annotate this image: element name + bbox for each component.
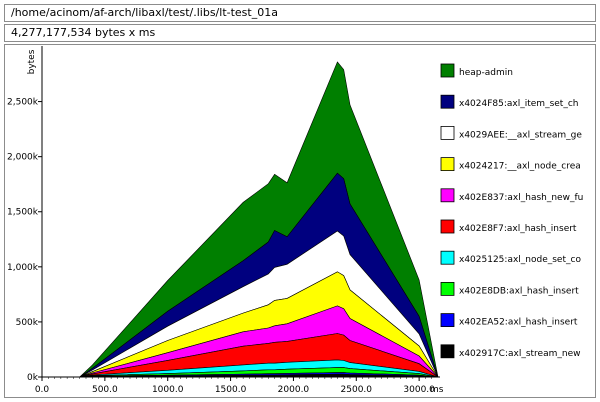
legend-swatch <box>440 219 455 234</box>
legend-label: x402E8F7:axl_hash_insert <box>459 224 577 234</box>
legend-swatch <box>440 250 455 265</box>
x-tick-label: 1500.0 <box>215 385 247 395</box>
legend-item-x4024f85: x4024F85:axl_item_set_ch <box>440 94 578 109</box>
legend-label: x402917C:axl_stream_new <box>459 349 580 359</box>
legend-item-x402e8db: x402E8DB:axl_hash_insert <box>440 281 579 296</box>
y-tick-label: 1,500k <box>7 208 39 218</box>
axes: 0k 500k 1,000k 1,500k 2,000k 2,500k bytes 0.0 50… <box>7 46 444 395</box>
legend-item-x402917c: x402917C:axl_stream_new <box>440 344 580 359</box>
legend-item-x402e8f7: x402E8F7:axl_hash_insert <box>440 219 577 234</box>
x-tick-label: 500.0 <box>92 385 118 395</box>
legend-label: x402E8DB:axl_hash_insert <box>459 286 579 296</box>
y-tick-label: 0k <box>27 373 39 383</box>
series-areas <box>42 61 439 378</box>
legend-label: x4024217:__axl_node_crea <box>459 162 581 172</box>
y-tick-label: 2,500k <box>7 98 39 108</box>
legend-label: x4025125:axl_node_set_co <box>459 255 581 265</box>
x-tick-label: 3000.0 <box>403 385 435 395</box>
legend-label: x4024F85:axl_item_set_ch <box>459 99 578 109</box>
executable-path: /home/acinom/af-arch/libaxl/test/.libs/l… <box>4 4 596 22</box>
total-bytes-ms: 4,277,177,534 bytes x ms <box>4 24 596 42</box>
y-tick-label: 500k <box>16 318 39 328</box>
legend-label: x402E837:axl_hash_new_fu <box>459 193 583 203</box>
legend-swatch <box>440 94 455 109</box>
legend-swatch <box>440 344 455 359</box>
x-tick-label: 0.0 <box>35 385 50 395</box>
legend-item-x402e837: x402E837:axl_hash_new_fu <box>440 188 583 203</box>
legend-label: x4029AEE:__axl_stream_ge <box>459 130 582 140</box>
x-tick-label: 1000.0 <box>152 385 184 395</box>
legend: heap-admin x4024F85:axl_item_set_ch x4029A… <box>440 63 583 359</box>
legend-item-x4024217: x4024217:__axl_node_crea <box>440 157 581 172</box>
legend-swatch <box>440 63 455 78</box>
legend-swatch <box>440 281 455 296</box>
legend-swatch <box>440 188 455 203</box>
legend-swatch <box>440 157 455 172</box>
legend-item-heap-admin: heap-admin <box>440 63 513 78</box>
x-axis-unit: ms <box>430 385 444 395</box>
y-tick-label: 2,000k <box>7 153 39 163</box>
legend-label: heap-admin <box>459 68 513 78</box>
legend-item-x4029aee: x4029AEE:__axl_stream_ge <box>440 126 582 140</box>
legend-item-x4025125: x4025125:axl_node_set_co <box>440 250 581 265</box>
x-tick-label: 2500.0 <box>341 385 373 395</box>
legend-swatch <box>440 126 455 140</box>
legend-item-x402ea52: x402EA52:axl_hash_insert <box>440 313 578 328</box>
legend-label: x402EA52:axl_hash_insert <box>459 318 578 328</box>
legend-swatch <box>440 313 455 328</box>
y-axis-label: bytes <box>27 49 37 74</box>
x-tick-label: 2000.0 <box>278 385 310 395</box>
y-tick-label: 1,000k <box>7 263 39 273</box>
